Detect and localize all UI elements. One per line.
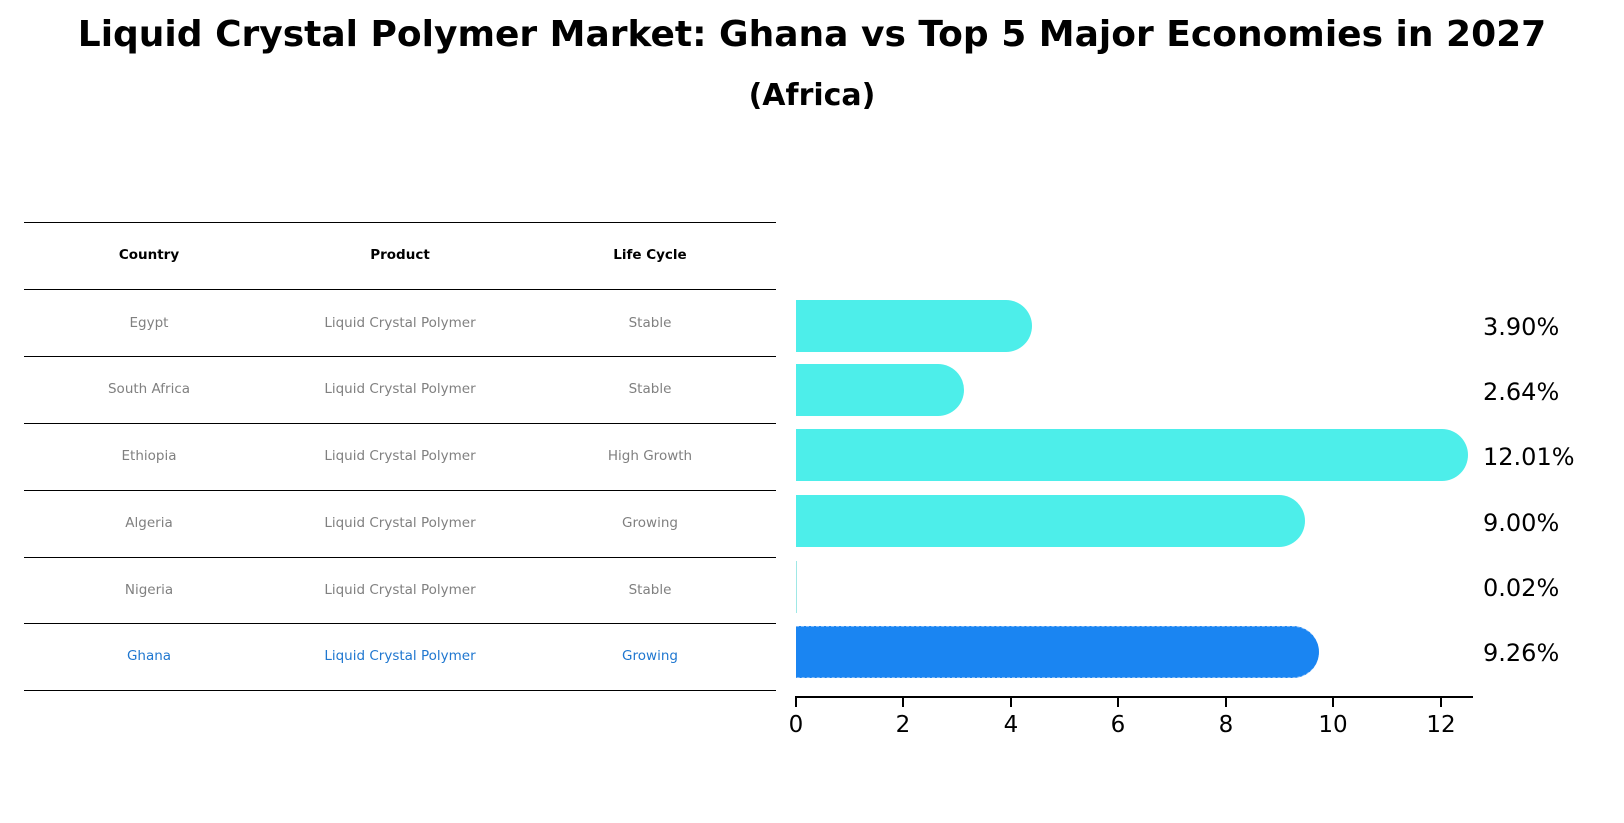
header-product: Product — [370, 247, 430, 263]
x-tick — [1225, 697, 1227, 707]
bar-ghana — [796, 626, 1319, 678]
bar-algeria — [796, 495, 1305, 547]
cell-life-cycle: Growing — [622, 648, 678, 664]
cell-life-cycle: Stable — [628, 381, 672, 397]
value-label: 12.01% — [1483, 443, 1575, 471]
cell-product: Liquid Crystal Polymer — [324, 315, 476, 331]
table-rule — [24, 356, 776, 357]
bar-nigeria — [796, 561, 797, 613]
cell-country: Ghana — [126, 648, 172, 664]
cell-product: Liquid Crystal Polymer — [324, 448, 476, 464]
x-tick-label: 10 — [1318, 712, 1348, 738]
table-rule — [24, 423, 776, 424]
x-tick-label: 2 — [895, 712, 911, 738]
bar-south-africa — [796, 364, 964, 416]
cell-life-cycle: Stable — [628, 315, 672, 331]
cell-product: Liquid Crystal Polymer — [324, 381, 476, 397]
table-rule — [24, 222, 776, 223]
x-tick — [1332, 697, 1334, 707]
cell-country: Ethiopia — [121, 448, 177, 464]
cell-country: Algeria — [125, 515, 173, 531]
table-rule — [24, 289, 776, 290]
cell-country: South Africa — [107, 381, 191, 397]
x-axis — [795, 696, 1473, 698]
chart-subtitle: (Africa) — [748, 78, 876, 113]
table-rule — [24, 623, 776, 624]
header-country: Country — [118, 247, 180, 263]
cell-life-cycle: Growing — [622, 515, 678, 531]
x-tick-label: 6 — [1110, 712, 1126, 738]
value-label: 9.26% — [1483, 639, 1560, 667]
cell-life-cycle: Stable — [628, 582, 672, 598]
x-tick-label: 0 — [788, 712, 804, 738]
value-label: 3.90% — [1483, 313, 1560, 341]
x-tick — [795, 697, 797, 707]
cell-life-cycle: High Growth — [607, 448, 693, 464]
cell-product: Liquid Crystal Polymer — [324, 648, 476, 664]
cell-country: Nigeria — [124, 582, 174, 598]
cell-product: Liquid Crystal Polymer — [324, 582, 476, 598]
x-tick — [902, 697, 904, 707]
value-label: 2.64% — [1483, 378, 1560, 406]
cell-country: Egypt — [129, 315, 169, 331]
x-tick-label: 12 — [1426, 712, 1456, 738]
value-label: 0.02% — [1483, 574, 1560, 602]
x-tick — [1010, 697, 1012, 707]
bar-ethiopia — [796, 429, 1468, 481]
x-tick — [1440, 697, 1442, 707]
x-tick-label: 8 — [1218, 712, 1234, 738]
x-tick — [1117, 697, 1119, 707]
chart-title: Liquid Crystal Polymer Market: Ghana vs … — [77, 14, 1547, 55]
table-rule — [24, 690, 776, 691]
cell-product: Liquid Crystal Polymer — [324, 515, 476, 531]
table-rule — [24, 557, 776, 558]
header-life-cycle: Life Cycle — [613, 247, 687, 263]
x-tick-label: 4 — [1003, 712, 1019, 738]
table-rule — [24, 490, 776, 491]
value-label: 9.00% — [1483, 509, 1560, 537]
bar-egypt — [796, 300, 1032, 352]
